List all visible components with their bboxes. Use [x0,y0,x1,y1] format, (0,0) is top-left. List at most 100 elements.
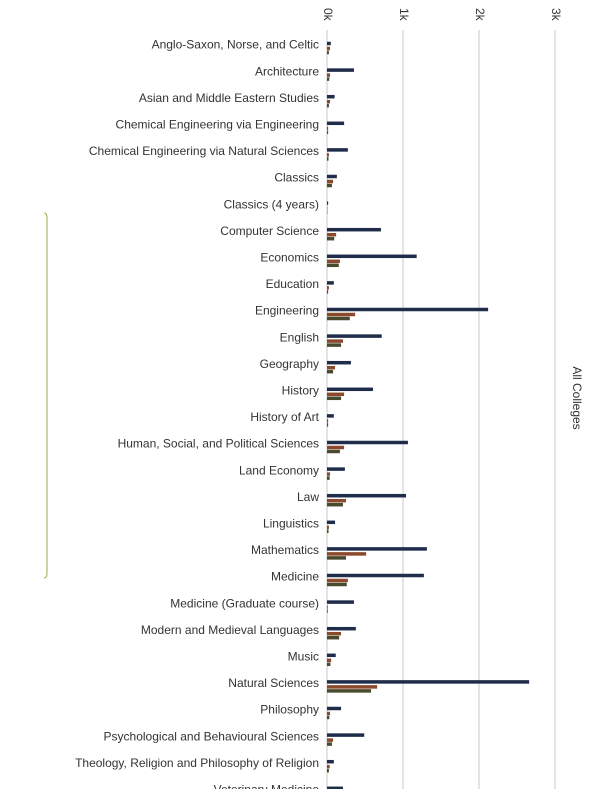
bar [327,626,356,631]
bar [327,316,350,321]
bar [327,759,334,764]
bar [327,653,336,658]
y-tick-label: Law [297,490,319,504]
bar [327,658,332,663]
bar [327,547,427,551]
bar [327,498,346,503]
y-tick-label: Computer Science [220,224,319,238]
bar [327,502,343,507]
bar [327,99,331,104]
bar [327,738,334,742]
y-tick-label: History of Art [250,410,319,424]
bar [327,768,329,773]
x-tick-label: 1k [397,8,411,22]
bar [327,179,334,184]
bar [327,94,335,99]
bar [327,343,342,347]
bar [327,556,346,560]
y-tick-label: Psychological and Behavioural Sciences [104,729,319,743]
bar [327,201,329,205]
bar [327,369,334,374]
bar [327,77,330,81]
y-tick-label: Engineering [255,304,319,318]
bar [327,680,530,684]
bar [327,103,329,108]
bar [327,227,381,232]
bar [327,121,345,126]
bar [327,236,335,241]
y-tick-label: English [280,330,319,344]
bar [327,742,332,746]
y-tick-label: Architecture [255,64,319,78]
y-tick-label: Medicine [271,570,319,584]
bar [327,525,329,530]
bar [327,281,334,285]
bar [327,423,329,427]
bar [327,419,329,423]
bar [327,334,382,338]
y-tick-label: Classics [274,171,319,185]
bar [327,662,331,667]
bar [327,387,373,392]
y-tick-label: Land Economy [239,463,319,477]
bar [327,148,348,152]
bar [327,130,329,135]
bar [327,715,330,720]
y-tick-label: Human, Social, and Political Sciences [118,437,319,451]
bar [327,46,331,51]
bar [327,582,347,587]
bar [327,153,329,157]
bar [327,50,329,55]
y-tick-label: Modern and Medieval Languages [141,623,319,637]
bar [327,263,339,268]
bar [327,786,343,789]
bar [327,733,365,737]
y-tick-label: Linguistics [263,516,319,530]
x-tick-label: 2k [473,8,487,22]
bar [327,73,331,77]
y-tick-label: Veterinary Medicine [214,782,320,789]
bar [327,68,354,72]
y-tick-label: Classics (4 years) [224,197,319,211]
bar [327,157,329,161]
bar [327,573,424,578]
y-tick-label: Education [266,277,319,291]
bar [327,689,372,693]
bar [327,578,348,583]
bar [327,476,330,480]
bar [327,254,417,259]
bar [327,365,335,370]
bar [327,609,328,613]
y-tick-label: Asian and Middle Eastern Studies [139,91,319,105]
bar [327,440,408,445]
bar [327,396,342,401]
bar [327,467,345,471]
bar [327,764,330,769]
bar [327,472,331,476]
bar [327,290,329,294]
bar [327,529,329,534]
bar [327,360,351,365]
facet-label: All Colleges [570,366,584,429]
bar [327,685,378,689]
x-tick-label: 0k [321,8,335,22]
bar [327,552,367,556]
y-tick-label: Anglo-Saxon, Norse, and Celtic [152,38,319,52]
y-tick-label: Philosophy [260,703,319,717]
bar [327,259,340,264]
y-tick-label: Natural Sciences [228,676,319,690]
bar [327,312,356,317]
bar [327,286,329,290]
bar [327,631,342,636]
bar [327,520,335,525]
x-tick-label: 3k [549,8,563,22]
bar [327,392,345,397]
y-tick-label: Chemical Engineering via Natural Science… [89,144,319,158]
bar [327,232,337,237]
y-tick-label: Economics [260,250,319,264]
bar [327,445,345,450]
bar [327,605,328,609]
bar [327,183,332,188]
bar [327,493,407,498]
